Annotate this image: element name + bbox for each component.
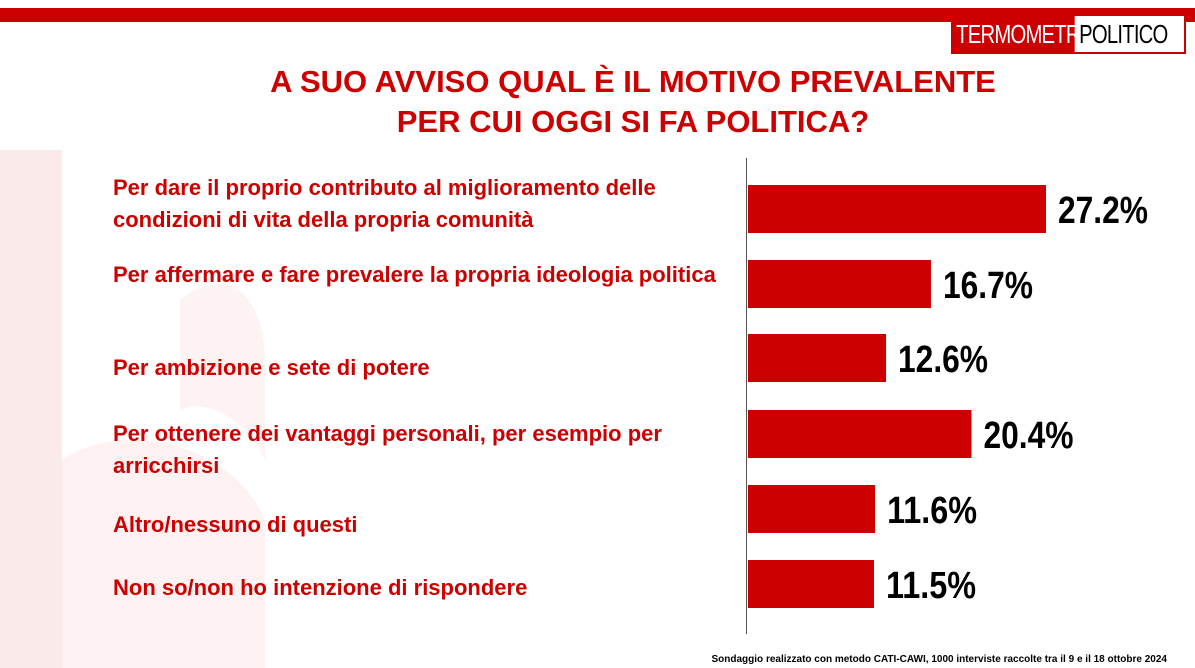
bar [748, 560, 874, 608]
category-label: Per ambizione e sete di potere [113, 355, 430, 380]
brand-logo: TERMOMETRO POLITICO [951, 14, 1186, 54]
bar-value-label: 11.5% [886, 565, 976, 607]
bar [748, 185, 1046, 233]
bar [748, 410, 972, 458]
bar [748, 260, 931, 308]
category-axis-line [746, 158, 747, 634]
bar-value-label: 27.2% [1058, 190, 1148, 232]
category-label: Per affermare e fare prevalere la propri… [113, 262, 716, 287]
category-label: Altro/nessuno di questi [113, 512, 358, 537]
bar [748, 485, 876, 533]
survey-footnote: Sondaggio realizzato con metodo CATI-CAW… [711, 654, 1168, 665]
bar-value-label: 16.7% [943, 265, 1033, 307]
logo-part-termometro: TERMOMETRO [953, 16, 1096, 52]
category-label: Non so/non ho intenzione di rispondere [113, 575, 528, 600]
category-label: Per dare il proprio contributo al miglio… [113, 175, 656, 232]
chart-title-line-2: PER CUI OGGI SI FA POLITICA? [396, 104, 870, 139]
logo-part-politico: POLITICO [1079, 19, 1168, 49]
chart-title: A SUO AVVISO QUAL È IL MOTIVO PREVALENTE… [150, 62, 1116, 142]
category-label: Per ottenere dei vantaggi personali, per… [113, 421, 662, 478]
bar [748, 334, 887, 382]
bar-value-label: 12.6% [898, 339, 988, 381]
top-accent-bar [0, 8, 1195, 22]
bar-value-label: 20.4% [984, 415, 1074, 457]
chart-title-line-1: A SUO AVVISO QUAL È IL MOTIVO PREVALENTE [270, 64, 996, 99]
bar-value-label: 11.6% [887, 490, 977, 532]
